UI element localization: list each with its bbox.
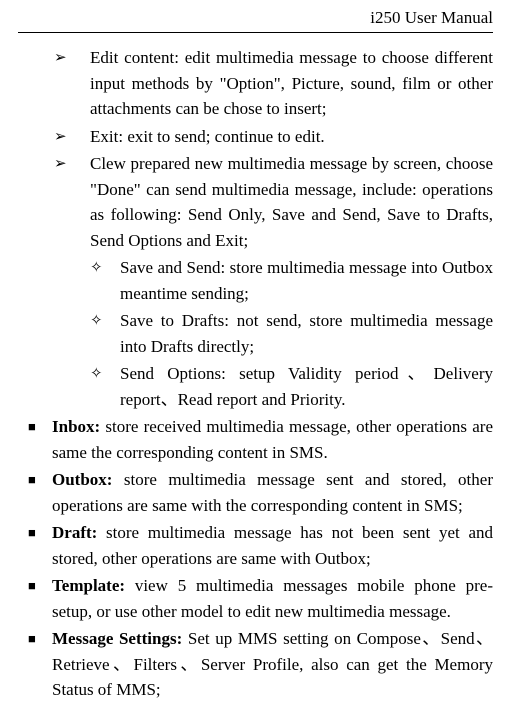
triangle-icon: ➢ [52,45,90,122]
diamond-icon: ✧ [86,255,120,306]
list-item: ✧ Save and Send: store multimedia messag… [86,255,493,306]
list-item: ■ Template: view 5 multimedia messages m… [18,573,493,624]
list-item: ■ Draft: store multimedia message has no… [18,520,493,571]
square-icon: ■ [18,520,52,571]
level-square-group: ■ Inbox: store received multimedia messa… [18,414,493,703]
square-icon: ■ [18,467,52,518]
diamond-icon: ✧ [86,308,120,359]
list-item: ➢ Exit: exit to send; continue to edit. [52,124,493,150]
list-item-text: Outbox: store multimedia message sent an… [52,467,493,518]
list-item-text: Exit: exit to send; continue to edit. [90,124,493,150]
list-item-text: Message Settings: Set up MMS setting on … [52,626,493,703]
list-item: ➢ Clew prepared new multimedia message b… [52,151,493,253]
list-item-text: Template: view 5 multimedia messages mob… [52,573,493,624]
list-item-text: Clew prepared new multimedia message by … [90,151,493,253]
list-item-text: Save to Drafts: not send, store multimed… [120,308,493,359]
level-diamond-group: ✧ Save and Send: store multimedia messag… [18,255,493,412]
square-icon: ■ [18,626,52,703]
list-item-text: Save and Send: store multimedia message … [120,255,493,306]
list-item-text: Draft: store multimedia message has not … [52,520,493,571]
triangle-icon: ➢ [52,151,90,253]
level-triangle-group: ➢ Edit content: edit multimedia message … [18,45,493,253]
list-item: ■ Message Settings: Set up MMS setting o… [18,626,493,703]
square-icon: ■ [18,573,52,624]
list-item: ■ Outbox: store multimedia message sent … [18,467,493,518]
list-item-text: Inbox: store received multimedia message… [52,414,493,465]
triangle-icon: ➢ [52,124,90,150]
list-item: ✧ Save to Drafts: not send, store multim… [86,308,493,359]
square-icon: ■ [18,414,52,465]
page-header: i250 User Manual [18,8,493,33]
list-item-text: Edit content: edit multimedia message to… [90,45,493,122]
list-item: ■ Inbox: store received multimedia messa… [18,414,493,465]
diamond-icon: ✧ [86,361,120,412]
list-item: ➢ Edit content: edit multimedia message … [52,45,493,122]
list-item-text: Send Options: setup Validity period、Deli… [120,361,493,412]
page-container: i250 User Manual ➢ Edit content: edit mu… [0,0,511,723]
list-item: ✧ Send Options: setup Validity period、De… [86,361,493,412]
